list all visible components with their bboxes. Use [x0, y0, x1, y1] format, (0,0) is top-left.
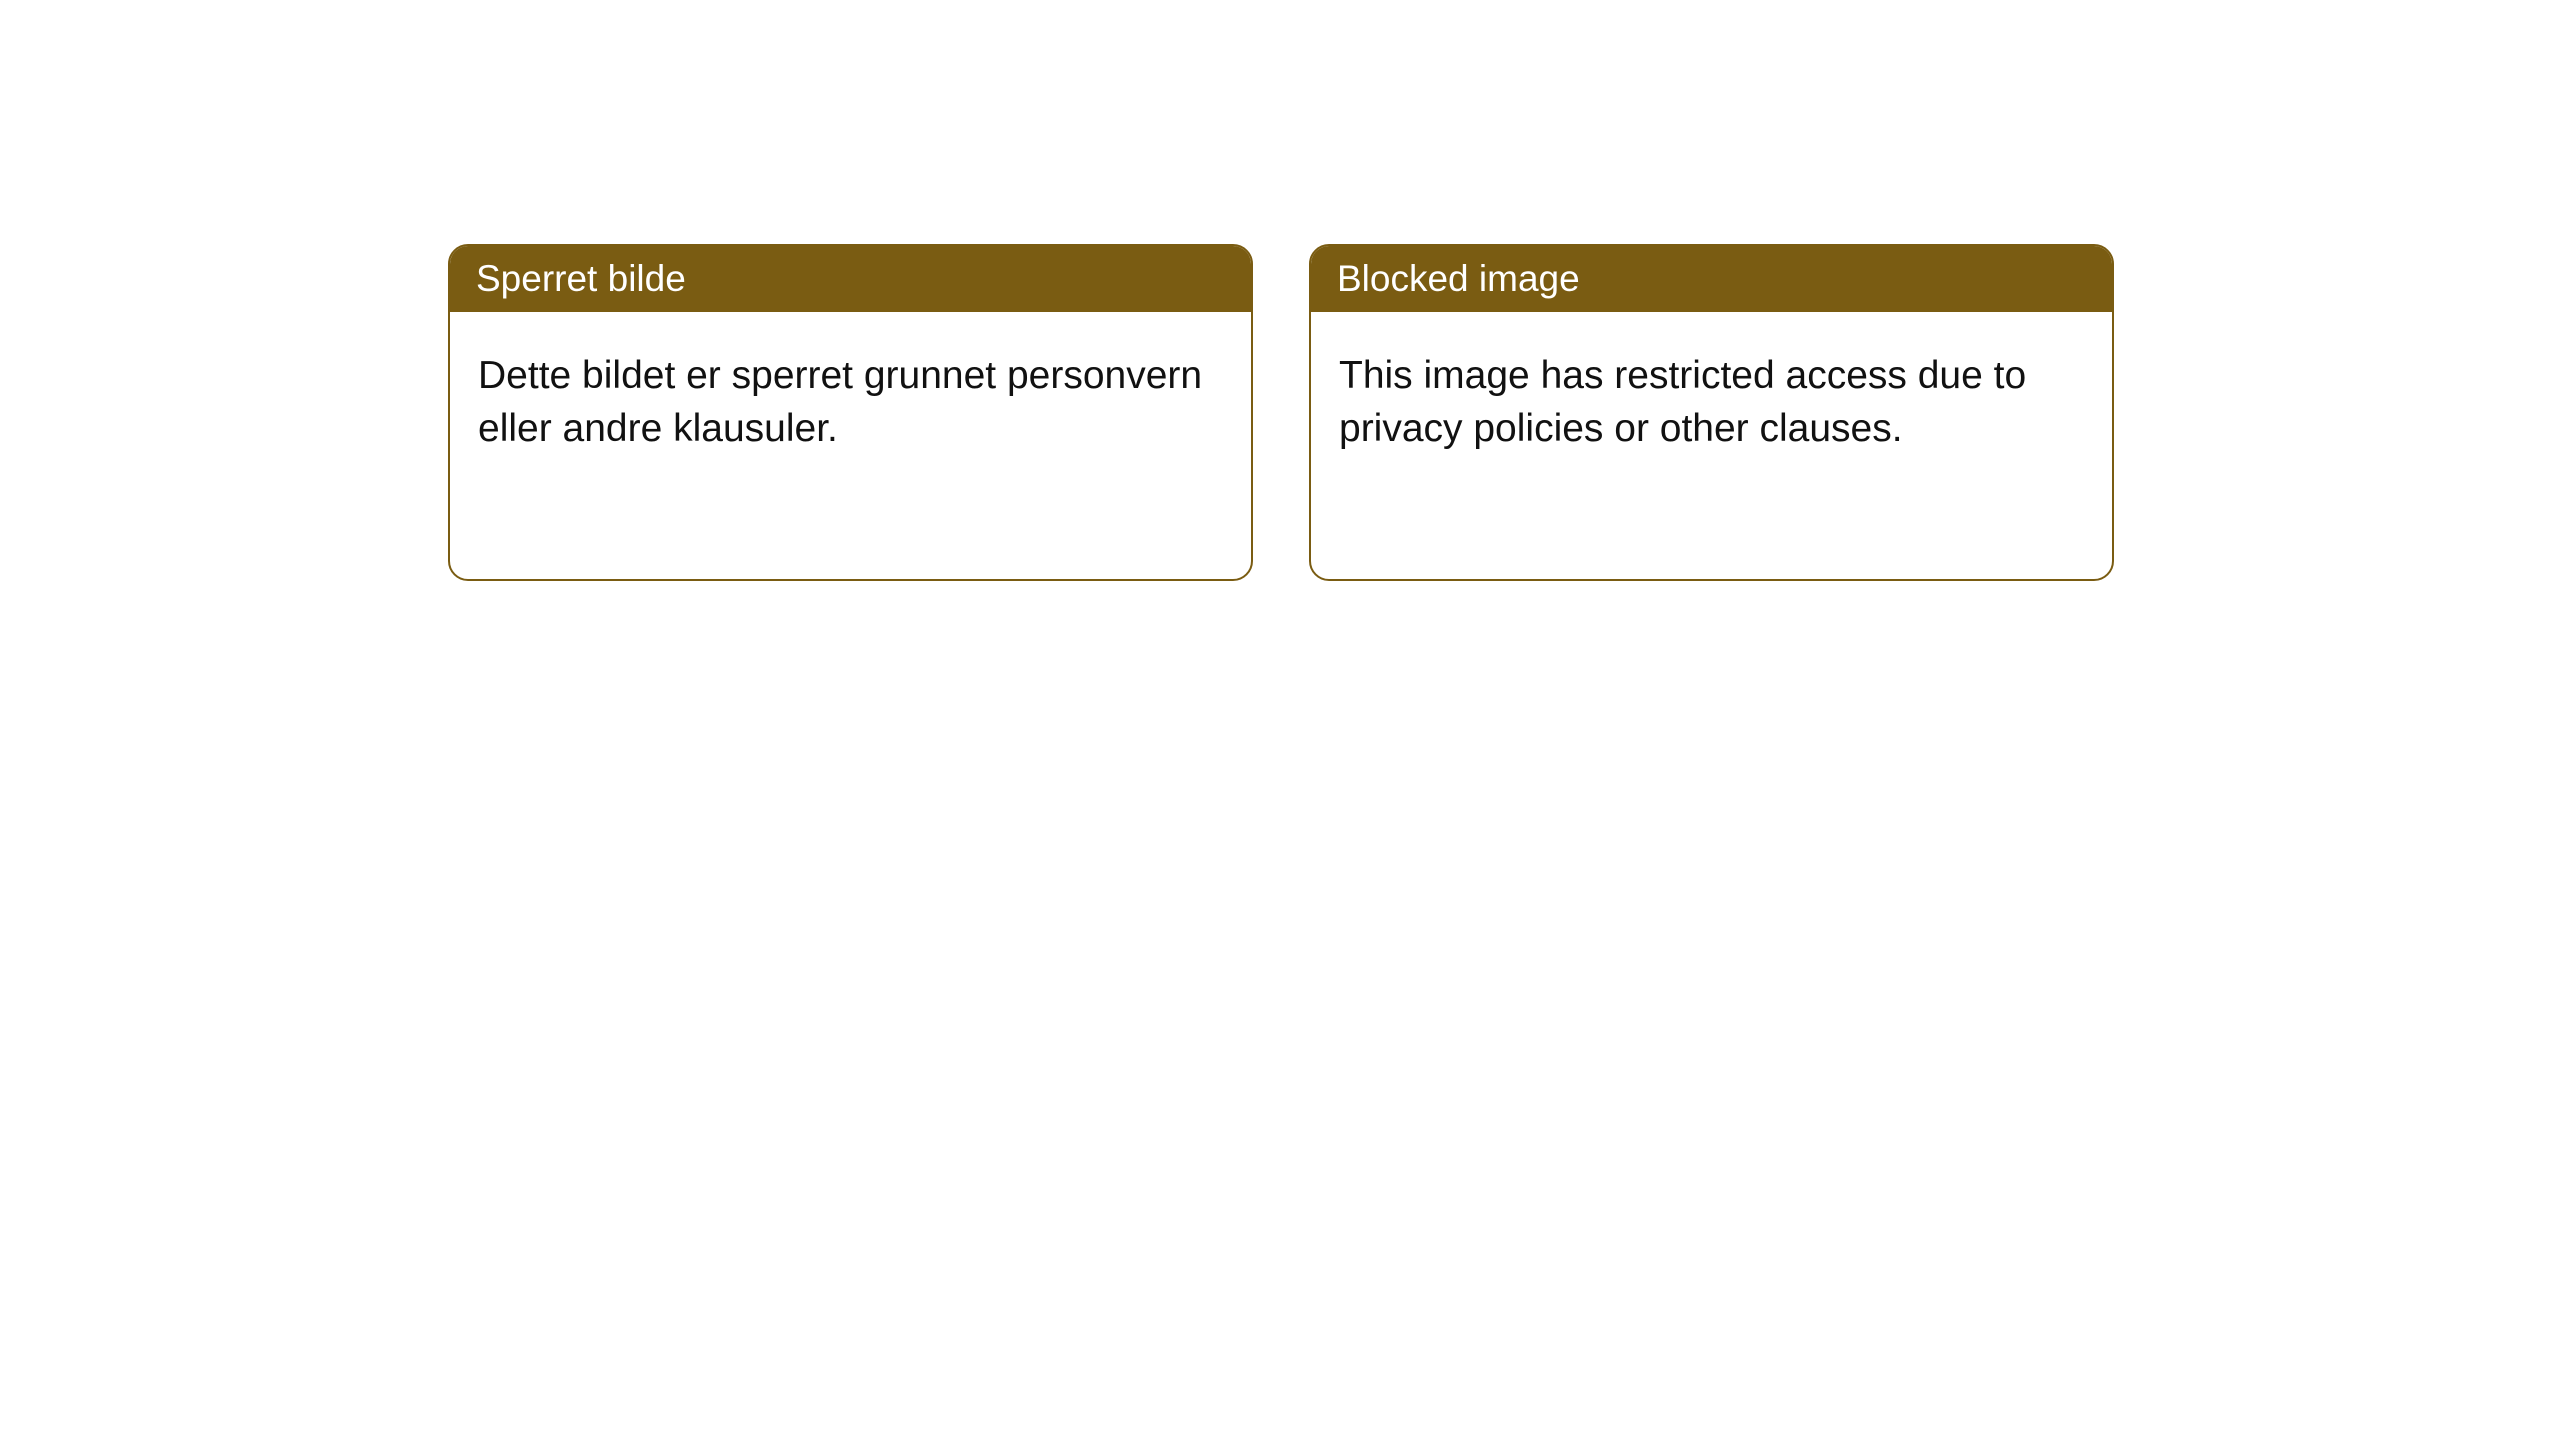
card-body: This image has restricted access due to …	[1311, 312, 2112, 493]
card-body-text: Dette bildet er sperret grunnet personve…	[478, 354, 1202, 450]
card-title: Sperret bilde	[476, 258, 686, 299]
card-header: Blocked image	[1311, 246, 2112, 312]
blocked-notice-no: Sperret bilde Dette bildet er sperret gr…	[448, 244, 1253, 581]
blocked-notice-en: Blocked image This image has restricted …	[1309, 244, 2114, 581]
card-body-text: This image has restricted access due to …	[1339, 354, 2026, 450]
card-title: Blocked image	[1337, 258, 1580, 299]
card-body: Dette bildet er sperret grunnet personve…	[450, 312, 1251, 493]
card-header: Sperret bilde	[450, 246, 1251, 312]
notice-container: Sperret bilde Dette bildet er sperret gr…	[0, 0, 2560, 581]
